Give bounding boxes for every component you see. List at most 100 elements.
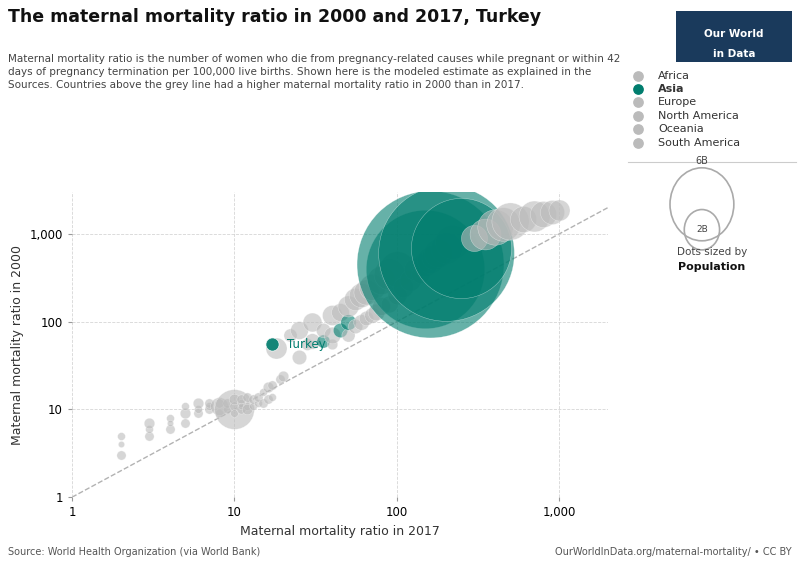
Point — [114, 440, 127, 449]
Point — [632, 111, 645, 120]
Point — [334, 307, 347, 316]
Point — [266, 340, 278, 349]
Point — [414, 270, 427, 279]
Point — [316, 337, 329, 346]
Point — [246, 401, 259, 410]
Point — [342, 317, 354, 326]
Point — [257, 387, 270, 396]
Point — [632, 71, 645, 80]
Text: Europe: Europe — [658, 98, 698, 107]
Point — [419, 264, 432, 273]
Point — [221, 405, 234, 414]
Text: 2B: 2B — [696, 225, 708, 234]
Point — [403, 275, 416, 284]
Point — [374, 302, 387, 311]
Point — [390, 264, 403, 273]
Point — [212, 401, 225, 410]
Point — [360, 287, 373, 296]
Point — [632, 98, 645, 107]
Text: Source: World Health Organization (via World Bank): Source: World Health Organization (via W… — [8, 546, 260, 557]
Point — [277, 372, 290, 381]
Point — [537, 209, 550, 218]
Point — [423, 256, 436, 265]
Point — [527, 211, 540, 220]
Point — [348, 321, 361, 331]
Point — [546, 207, 558, 216]
Point — [354, 317, 367, 326]
Point — [163, 424, 176, 433]
Point — [261, 395, 274, 404]
Point — [301, 340, 314, 349]
Text: South America: South America — [658, 138, 740, 148]
Point — [179, 419, 192, 428]
Point — [383, 299, 396, 308]
Point — [365, 310, 378, 319]
Text: Oceania: Oceania — [658, 124, 704, 134]
Point — [192, 409, 205, 418]
Point — [228, 405, 241, 414]
Point — [114, 451, 127, 460]
Text: Asia: Asia — [658, 84, 685, 94]
Point — [270, 344, 282, 353]
Point — [348, 295, 361, 304]
Point — [283, 331, 296, 340]
Point — [228, 395, 241, 404]
Point — [553, 205, 566, 214]
Point — [397, 282, 410, 292]
Point — [252, 398, 265, 407]
Point — [192, 398, 205, 407]
Point — [234, 395, 247, 404]
Point — [261, 383, 274, 392]
Point — [203, 401, 216, 410]
Point — [143, 424, 156, 433]
Point — [365, 282, 378, 292]
Point — [221, 398, 234, 407]
Point — [632, 125, 645, 134]
Point — [432, 249, 445, 258]
Point — [212, 409, 225, 418]
Point — [266, 380, 278, 389]
Point — [342, 302, 354, 311]
Point — [179, 401, 192, 410]
Text: North America: North America — [658, 111, 739, 121]
Point — [468, 233, 481, 242]
Point — [179, 409, 192, 418]
Text: Maternal mortality ratio is the number of women who die from pregnancy-related c: Maternal mortality ratio is the number o… — [8, 54, 620, 90]
Point — [212, 398, 225, 407]
Point — [316, 325, 329, 334]
Text: Turkey: Turkey — [286, 338, 326, 351]
Text: Dots sized by: Dots sized by — [677, 246, 747, 257]
Point — [632, 138, 645, 147]
Point — [428, 252, 441, 261]
Point — [203, 405, 216, 414]
Point — [228, 409, 241, 418]
Point — [306, 337, 318, 346]
Point — [246, 395, 259, 404]
Point — [334, 325, 347, 334]
Point — [478, 229, 491, 238]
Point — [203, 398, 216, 407]
Point — [326, 340, 338, 349]
Point — [257, 398, 270, 407]
Point — [306, 317, 318, 326]
Point — [293, 352, 306, 361]
Point — [423, 260, 436, 269]
Text: in Data: in Data — [713, 49, 755, 59]
Point — [143, 419, 156, 428]
Point — [241, 392, 254, 401]
Point — [455, 243, 468, 252]
Point — [293, 325, 306, 334]
Point — [419, 260, 432, 269]
Point — [241, 405, 254, 414]
Point — [488, 223, 501, 232]
Text: OurWorldInData.org/maternal-mortality/ • CC BY: OurWorldInData.org/maternal-mortality/ •… — [555, 546, 792, 557]
Point — [228, 401, 241, 410]
Point — [390, 291, 403, 300]
Point — [370, 307, 383, 316]
Text: Population: Population — [678, 262, 746, 272]
Point — [252, 392, 265, 401]
Point — [234, 405, 247, 414]
Point — [517, 214, 530, 223]
Point — [342, 331, 354, 340]
Point — [383, 270, 396, 279]
